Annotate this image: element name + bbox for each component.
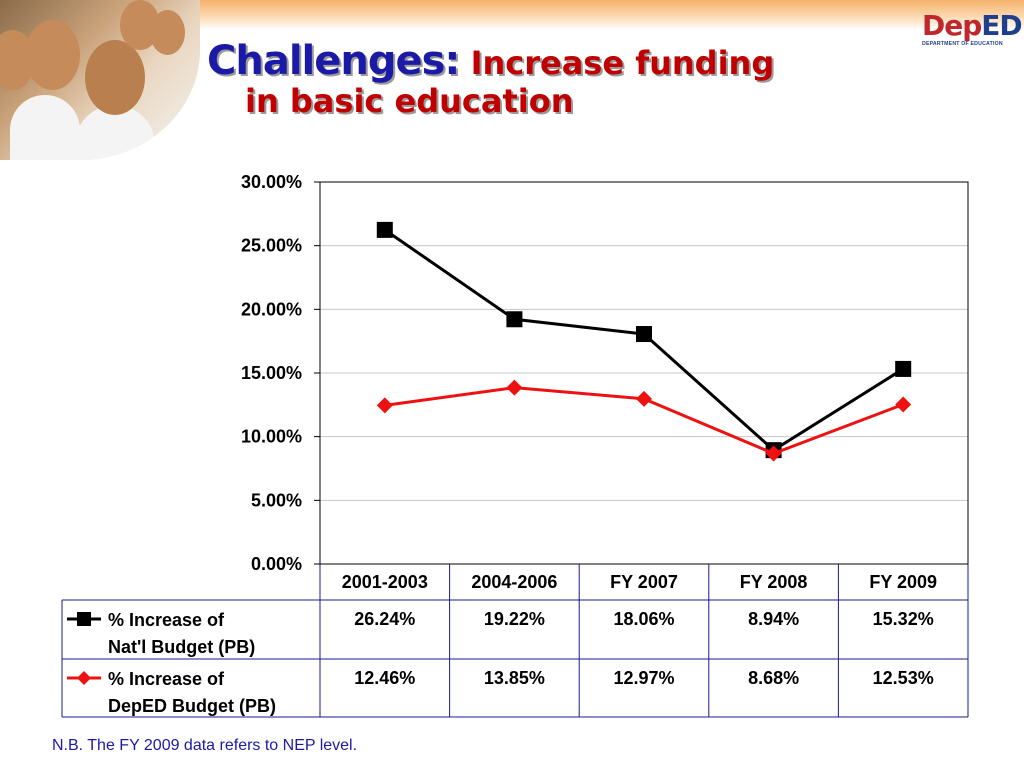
data-point-square <box>506 311 523 328</box>
x-category-label: 2001-2003 <box>342 572 428 592</box>
data-point-diamond <box>895 396 912 413</box>
data-table-value: 18.06% <box>613 609 674 629</box>
student-face <box>25 20 80 90</box>
legend-label-line1: % Increase of <box>108 669 225 689</box>
data-table-value: 15.32% <box>873 609 934 629</box>
footnote: N.B. The FY 2009 data refers to NEP leve… <box>52 737 358 754</box>
legend-label-line1: % Increase of <box>108 610 225 630</box>
data-table-value: 12.46% <box>354 668 415 688</box>
y-tick-label: 5.00% <box>251 490 302 510</box>
legend-label-line2: DepED Budget (PB) <box>108 696 276 716</box>
deped-logo: Dep ED DEPARTMENT OF EDUCATION <box>922 9 1023 52</box>
x-category-label: FY 2007 <box>610 572 678 592</box>
y-tick-label: 0.00% <box>251 554 302 574</box>
data-point-square <box>376 221 393 238</box>
data-table-value: 19.22% <box>484 609 545 629</box>
y-tick-label: 30.00% <box>241 172 302 192</box>
y-tick-label: 10.00% <box>241 427 302 447</box>
data-table-value: 13.85% <box>484 668 545 688</box>
student-face <box>150 10 185 55</box>
title-accent: Increase funding <box>470 44 775 82</box>
y-tick-label: 25.00% <box>241 236 302 256</box>
data-point-square <box>895 360 912 377</box>
page-title: Challenges: Increase funding in basic ed… <box>207 38 927 120</box>
data-table-value: 12.97% <box>613 668 674 688</box>
legend-marker-square <box>77 612 91 626</box>
x-category-label: FY 2008 <box>740 572 808 592</box>
logo-subtext: DEPARTMENT OF EDUCATION <box>922 41 1003 47</box>
legend-label-line2: Nat'l Budget (PB) <box>108 637 255 657</box>
y-tick-label: 15.00% <box>241 363 302 383</box>
logo-ed: ED <box>981 9 1022 42</box>
title-line2: in basic education <box>245 82 574 120</box>
title-main: Challenges: <box>207 38 460 84</box>
logo-wordmark: Dep ED <box>922 9 1023 42</box>
data-point-diamond <box>636 390 652 407</box>
x-category-label: 2004-2006 <box>471 572 557 592</box>
data-table-value: 8.94% <box>748 609 799 629</box>
data-point-diamond <box>765 445 782 462</box>
data-point-square <box>636 326 652 343</box>
legend-marker-diamond <box>77 671 91 685</box>
student-face <box>85 40 145 115</box>
data-point-diamond <box>376 397 393 414</box>
students-photo <box>0 0 200 160</box>
plot-area-frame <box>319 181 969 565</box>
data-table-value: 26.24% <box>354 609 415 629</box>
student-shirt <box>10 95 80 160</box>
data-table-value: 12.53% <box>873 668 934 688</box>
x-category-label: FY 2009 <box>869 572 937 592</box>
data-point-diamond <box>506 379 523 396</box>
logo-dep: Dep <box>922 9 982 42</box>
data-table-value: 8.68% <box>748 668 799 688</box>
y-tick-label: 20.00% <box>241 299 302 319</box>
